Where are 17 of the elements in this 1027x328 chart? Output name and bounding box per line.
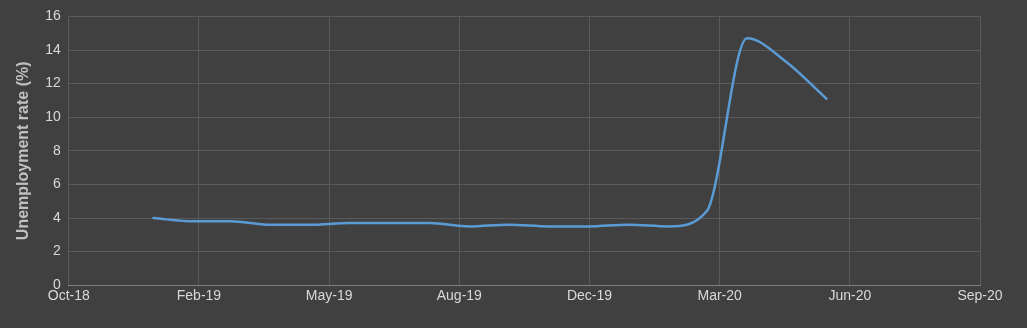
x-tick-label: Feb-19 bbox=[176, 287, 222, 304]
y-tick-label: 12 bbox=[45, 74, 61, 91]
y-tick-label: 2 bbox=[52, 242, 61, 259]
x-tick-label: Mar-20 bbox=[697, 287, 743, 304]
y-tick-label: 10 bbox=[45, 108, 61, 125]
x-tick-label: Jun-20 bbox=[828, 287, 872, 304]
x-tick-label: Dec-19 bbox=[566, 287, 613, 304]
x-tick-label: Aug-19 bbox=[436, 287, 483, 304]
x-tick-label: May-19 bbox=[305, 287, 353, 304]
y-tick-label: 8 bbox=[52, 141, 61, 158]
y-tick-label: 16 bbox=[45, 7, 61, 24]
line-series bbox=[152, 36, 828, 228]
x-tick-label: Sep-20 bbox=[957, 287, 1003, 304]
y-tick-label: 4 bbox=[52, 208, 61, 225]
y-tick-label: 6 bbox=[52, 175, 61, 192]
y-axis-title: Unemployment rate (%) bbox=[14, 61, 32, 241]
y-tick-label: 14 bbox=[45, 40, 61, 57]
